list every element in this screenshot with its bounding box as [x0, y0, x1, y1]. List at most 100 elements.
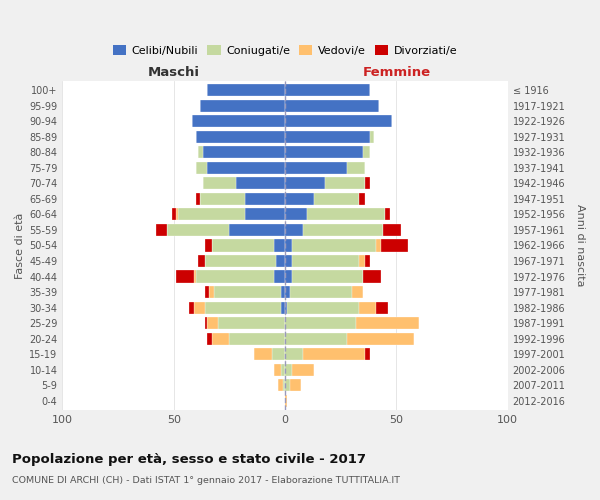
Bar	[363, 270, 381, 282]
Bar	[245, 193, 285, 205]
Bar	[278, 379, 283, 392]
Bar	[194, 270, 196, 282]
Bar	[285, 100, 379, 112]
Bar	[176, 270, 194, 282]
Bar	[285, 348, 303, 360]
Bar	[245, 208, 285, 220]
Bar	[229, 224, 285, 236]
Bar	[207, 162, 285, 174]
Bar	[167, 224, 229, 236]
Bar	[276, 255, 285, 267]
Bar	[274, 270, 285, 282]
Bar	[285, 146, 363, 158]
Bar	[292, 364, 314, 376]
Bar	[196, 130, 285, 143]
Bar	[314, 193, 359, 205]
Bar	[236, 178, 285, 190]
Bar	[214, 286, 281, 298]
Bar	[209, 286, 214, 298]
Y-axis label: Fasce di età: Fasce di età	[15, 212, 25, 278]
Bar	[272, 348, 285, 360]
Bar	[176, 208, 178, 220]
Bar	[285, 130, 370, 143]
Bar	[274, 364, 281, 376]
Text: Femmine: Femmine	[362, 66, 431, 78]
Bar	[285, 364, 292, 376]
Bar	[303, 348, 365, 360]
Bar	[196, 162, 207, 174]
Bar	[290, 286, 352, 298]
Bar	[290, 379, 301, 392]
Legend: Celibi/Nubili, Coniugati/e, Vedovi/e, Divorziati/e: Celibi/Nubili, Coniugati/e, Vedovi/e, Di…	[109, 40, 462, 60]
Bar	[376, 240, 381, 252]
Bar	[383, 224, 401, 236]
Bar	[281, 302, 285, 314]
Bar	[365, 348, 370, 360]
Bar	[352, 286, 363, 298]
Bar	[285, 286, 290, 298]
Bar	[363, 146, 370, 158]
Bar	[285, 115, 392, 128]
Bar	[205, 255, 276, 267]
Bar	[198, 255, 205, 267]
Bar	[287, 302, 359, 314]
Bar	[285, 84, 370, 96]
Bar	[307, 208, 385, 220]
Bar	[356, 317, 419, 329]
Bar	[254, 348, 272, 360]
Bar	[190, 302, 194, 314]
Bar	[359, 302, 376, 314]
Bar	[283, 379, 285, 392]
Bar	[205, 317, 207, 329]
Bar	[205, 240, 212, 252]
Bar	[191, 115, 285, 128]
Bar	[203, 146, 285, 158]
Bar	[347, 332, 414, 344]
Bar	[200, 100, 285, 112]
Bar	[229, 332, 285, 344]
Bar	[285, 302, 287, 314]
Text: Maschi: Maschi	[148, 66, 200, 78]
Bar	[285, 332, 347, 344]
Bar	[156, 224, 167, 236]
Bar	[203, 178, 236, 190]
Y-axis label: Anni di nascita: Anni di nascita	[575, 204, 585, 286]
Bar	[292, 270, 363, 282]
Bar	[292, 255, 359, 267]
Bar	[285, 224, 303, 236]
Bar	[303, 224, 383, 236]
Bar	[212, 240, 274, 252]
Bar	[347, 162, 365, 174]
Bar	[325, 178, 365, 190]
Bar	[194, 302, 205, 314]
Bar	[376, 302, 388, 314]
Bar	[385, 208, 390, 220]
Bar	[281, 286, 285, 298]
Bar	[198, 146, 203, 158]
Bar	[196, 270, 274, 282]
Bar	[218, 317, 285, 329]
Bar	[285, 395, 287, 407]
Bar	[205, 302, 281, 314]
Text: COMUNE DI ARCHI (CH) - Dati ISTAT 1° gennaio 2017 - Elaborazione TUTTITALIA.IT: COMUNE DI ARCHI (CH) - Dati ISTAT 1° gen…	[12, 476, 400, 485]
Bar	[285, 317, 356, 329]
Bar	[207, 317, 218, 329]
Bar	[196, 193, 200, 205]
Bar	[285, 193, 314, 205]
Bar	[212, 332, 229, 344]
Bar	[292, 240, 376, 252]
Bar	[365, 178, 370, 190]
Bar	[285, 379, 290, 392]
Text: Popolazione per età, sesso e stato civile - 2017: Popolazione per età, sesso e stato civil…	[12, 452, 366, 466]
Bar	[370, 130, 374, 143]
Bar	[285, 240, 292, 252]
Bar	[285, 178, 325, 190]
Bar	[359, 193, 365, 205]
Bar	[205, 286, 209, 298]
Bar	[359, 255, 365, 267]
Bar	[207, 84, 285, 96]
Bar	[365, 255, 370, 267]
Bar	[381, 240, 407, 252]
Bar	[172, 208, 176, 220]
Bar	[285, 208, 307, 220]
